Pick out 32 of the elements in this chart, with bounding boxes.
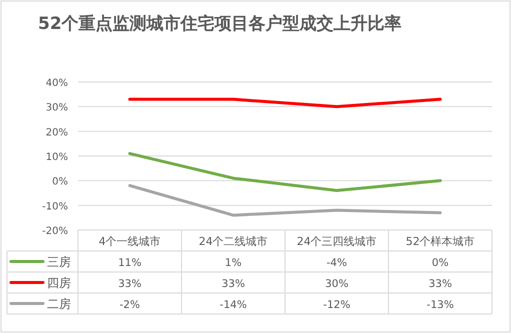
data-label: 1% [224, 257, 242, 269]
y-tick-label: 0% [52, 176, 68, 188]
legend-item: 二房 [10, 297, 71, 311]
legend-item: 四房 [10, 276, 71, 290]
x-tick-label: 4个一线城市 [98, 235, 161, 248]
y-tick-label: -10% [42, 201, 68, 212]
y-tick-label: -20% [42, 226, 68, 237]
chart-title: 52个重点监测城市住宅项目各户型成交上升比率 [38, 14, 402, 34]
y-tick-label: 40% [46, 78, 68, 89]
line-series [128, 184, 442, 217]
data-label: -12% [323, 299, 350, 311]
x-tick-label: 24个二线城市 [198, 235, 268, 248]
legend-label: 二房 [47, 297, 71, 311]
legend-item: 三房 [10, 255, 71, 269]
data-label: 30% [325, 278, 348, 290]
legend-label: 三房 [47, 255, 71, 269]
data-label: 33% [118, 278, 142, 290]
data-label: 33% [222, 278, 245, 290]
y-tick-label: 30% [46, 102, 68, 114]
data-label: -13% [426, 299, 454, 311]
data-label: 11% [118, 257, 142, 269]
data-label: -4% [326, 257, 347, 269]
y-tick-label: 10% [46, 152, 68, 163]
legend-label: 四房 [47, 276, 71, 290]
data-label: 33% [428, 278, 452, 290]
data-label: -2% [120, 299, 140, 311]
line-series [128, 152, 442, 192]
y-tick-label: 20% [46, 127, 68, 138]
x-tick-label: 52个样本城市 [406, 235, 475, 248]
x-tick-label: 24个三四线城市 [296, 235, 377, 248]
data-label: 0% [432, 257, 449, 269]
data-label: -14% [220, 299, 247, 311]
